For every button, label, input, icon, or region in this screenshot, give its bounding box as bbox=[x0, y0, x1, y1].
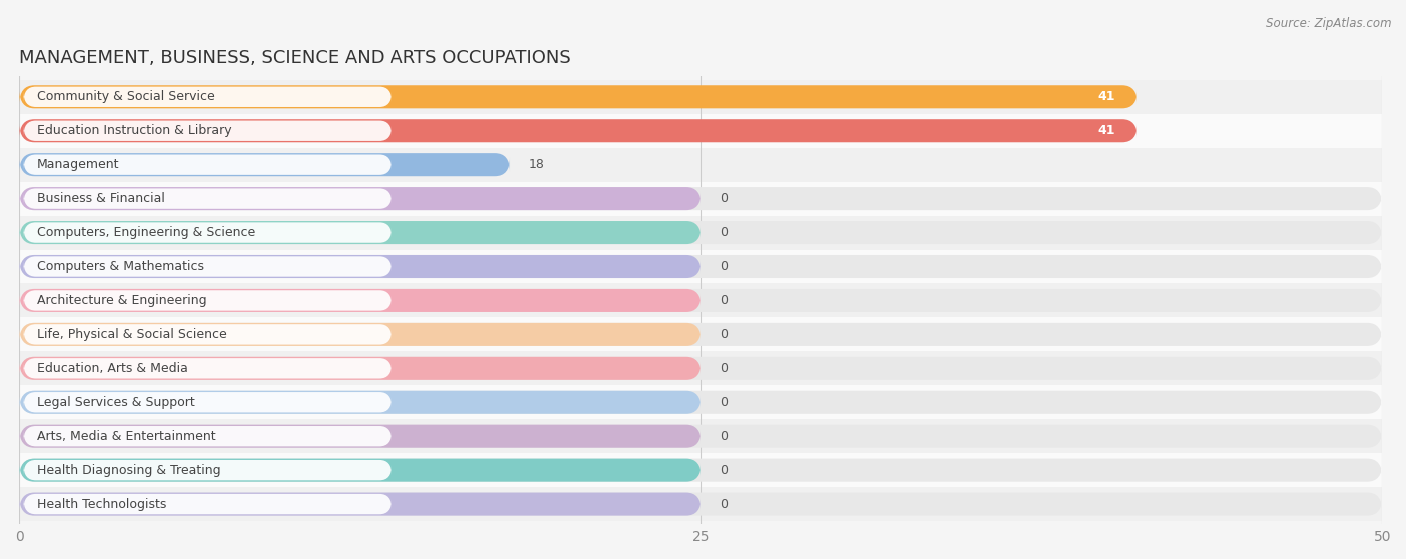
Text: 0: 0 bbox=[720, 260, 728, 273]
FancyBboxPatch shape bbox=[24, 87, 391, 107]
FancyBboxPatch shape bbox=[20, 255, 700, 278]
Bar bbox=[20, 453, 1382, 487]
FancyBboxPatch shape bbox=[20, 187, 700, 210]
FancyBboxPatch shape bbox=[20, 255, 1382, 278]
Text: 0: 0 bbox=[720, 362, 728, 375]
FancyBboxPatch shape bbox=[24, 188, 391, 209]
Text: Source: ZipAtlas.com: Source: ZipAtlas.com bbox=[1267, 17, 1392, 30]
FancyBboxPatch shape bbox=[20, 391, 1382, 414]
FancyBboxPatch shape bbox=[20, 357, 700, 380]
FancyBboxPatch shape bbox=[20, 323, 700, 346]
FancyBboxPatch shape bbox=[20, 492, 700, 515]
FancyBboxPatch shape bbox=[24, 426, 391, 447]
Text: Health Diagnosing & Treating: Health Diagnosing & Treating bbox=[37, 463, 221, 477]
FancyBboxPatch shape bbox=[24, 290, 391, 311]
FancyBboxPatch shape bbox=[20, 323, 1382, 346]
Bar bbox=[20, 283, 1382, 318]
Text: 0: 0 bbox=[720, 396, 728, 409]
Bar bbox=[20, 249, 1382, 283]
Text: 0: 0 bbox=[720, 294, 728, 307]
FancyBboxPatch shape bbox=[24, 494, 391, 514]
FancyBboxPatch shape bbox=[20, 425, 700, 448]
FancyBboxPatch shape bbox=[20, 458, 700, 482]
Text: Life, Physical & Social Science: Life, Physical & Social Science bbox=[37, 328, 226, 341]
Bar bbox=[20, 114, 1382, 148]
FancyBboxPatch shape bbox=[24, 222, 391, 243]
FancyBboxPatch shape bbox=[24, 257, 391, 277]
FancyBboxPatch shape bbox=[20, 221, 700, 244]
FancyBboxPatch shape bbox=[20, 289, 1382, 312]
FancyBboxPatch shape bbox=[24, 154, 391, 175]
FancyBboxPatch shape bbox=[24, 460, 391, 480]
Text: Education Instruction & Library: Education Instruction & Library bbox=[37, 124, 232, 137]
Text: Business & Financial: Business & Financial bbox=[37, 192, 165, 205]
Bar bbox=[20, 318, 1382, 352]
FancyBboxPatch shape bbox=[20, 289, 700, 312]
Text: 0: 0 bbox=[720, 498, 728, 510]
FancyBboxPatch shape bbox=[20, 357, 1382, 380]
Text: 41: 41 bbox=[1098, 124, 1115, 137]
Text: 0: 0 bbox=[720, 328, 728, 341]
Bar bbox=[20, 182, 1382, 216]
Text: 0: 0 bbox=[720, 226, 728, 239]
Text: MANAGEMENT, BUSINESS, SCIENCE AND ARTS OCCUPATIONS: MANAGEMENT, BUSINESS, SCIENCE AND ARTS O… bbox=[20, 49, 571, 67]
FancyBboxPatch shape bbox=[20, 86, 1137, 108]
FancyBboxPatch shape bbox=[20, 187, 1382, 210]
Bar bbox=[20, 352, 1382, 385]
Text: 41: 41 bbox=[1098, 91, 1115, 103]
Text: Education, Arts & Media: Education, Arts & Media bbox=[37, 362, 188, 375]
FancyBboxPatch shape bbox=[24, 358, 391, 378]
Bar bbox=[20, 216, 1382, 249]
FancyBboxPatch shape bbox=[20, 119, 1137, 143]
FancyBboxPatch shape bbox=[20, 425, 1382, 448]
Bar bbox=[20, 385, 1382, 419]
Text: 18: 18 bbox=[529, 158, 546, 171]
Text: Management: Management bbox=[37, 158, 120, 171]
FancyBboxPatch shape bbox=[20, 221, 1382, 244]
Bar bbox=[20, 419, 1382, 453]
Bar bbox=[20, 80, 1382, 114]
FancyBboxPatch shape bbox=[24, 392, 391, 413]
FancyBboxPatch shape bbox=[20, 492, 1382, 515]
FancyBboxPatch shape bbox=[24, 324, 391, 344]
Text: Health Technologists: Health Technologists bbox=[37, 498, 166, 510]
Text: Computers & Mathematics: Computers & Mathematics bbox=[37, 260, 204, 273]
FancyBboxPatch shape bbox=[20, 458, 1382, 482]
Text: Arts, Media & Entertainment: Arts, Media & Entertainment bbox=[37, 430, 215, 443]
Text: Computers, Engineering & Science: Computers, Engineering & Science bbox=[37, 226, 256, 239]
Text: 0: 0 bbox=[720, 463, 728, 477]
Text: 0: 0 bbox=[720, 430, 728, 443]
Text: Legal Services & Support: Legal Services & Support bbox=[37, 396, 195, 409]
FancyBboxPatch shape bbox=[24, 121, 391, 141]
Text: Community & Social Service: Community & Social Service bbox=[37, 91, 215, 103]
Text: 0: 0 bbox=[720, 192, 728, 205]
FancyBboxPatch shape bbox=[20, 153, 510, 176]
FancyBboxPatch shape bbox=[20, 391, 700, 414]
Bar bbox=[20, 148, 1382, 182]
Text: Architecture & Engineering: Architecture & Engineering bbox=[37, 294, 207, 307]
Bar bbox=[20, 487, 1382, 521]
